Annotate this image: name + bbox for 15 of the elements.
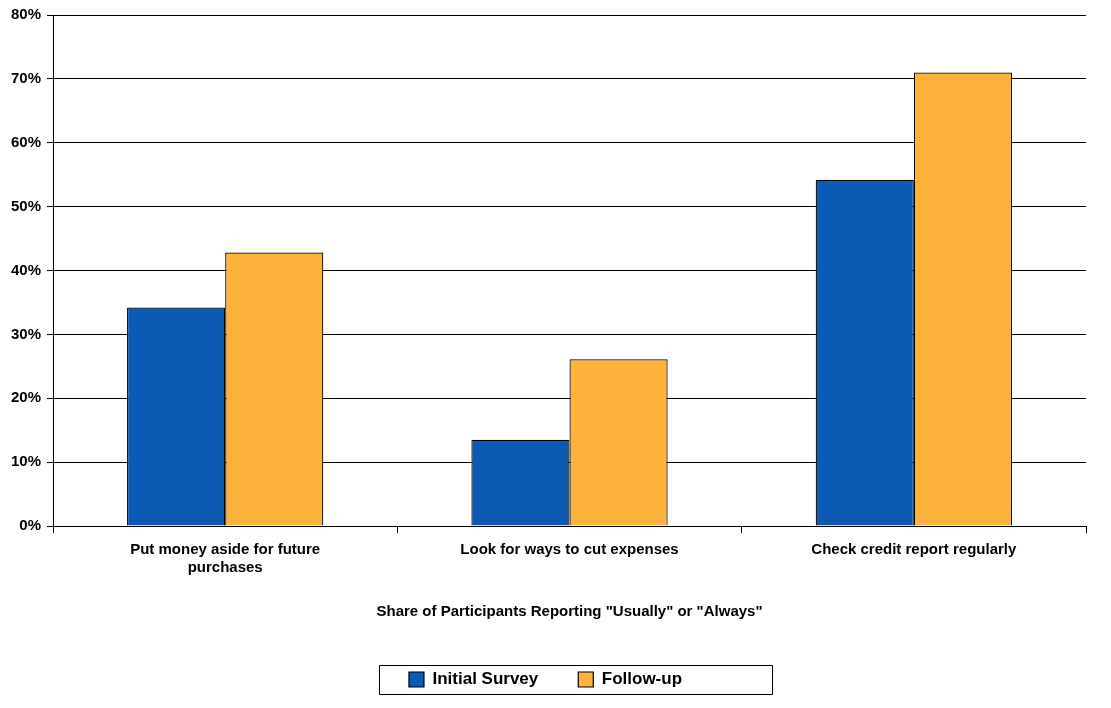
x-tick-label: Put money aside for future purchases bbox=[130, 540, 321, 576]
y-tick-label: 60% bbox=[10, 132, 42, 150]
y-tick-label: 20% bbox=[10, 388, 42, 406]
x-tick-label: Look for ways to cut expenses bbox=[460, 540, 679, 558]
y-tick-label: 50% bbox=[10, 196, 42, 214]
y-tick-label: 0% bbox=[19, 516, 42, 534]
x-tick-label: Check credit report regularly bbox=[811, 540, 1018, 558]
legend-label: Follow-up bbox=[601, 669, 683, 689]
legend-label: Initial Survey bbox=[432, 669, 539, 689]
y-tick-label: 30% bbox=[10, 324, 42, 342]
y-tick-label: 40% bbox=[10, 260, 42, 278]
y-tick-label: 10% bbox=[10, 452, 42, 470]
x-axis-title: Share of Participants Reporting "Usually" or "Always" bbox=[376, 602, 763, 620]
y-tick-label: 70% bbox=[10, 69, 42, 87]
y-tick-label: 80% bbox=[10, 5, 42, 23]
